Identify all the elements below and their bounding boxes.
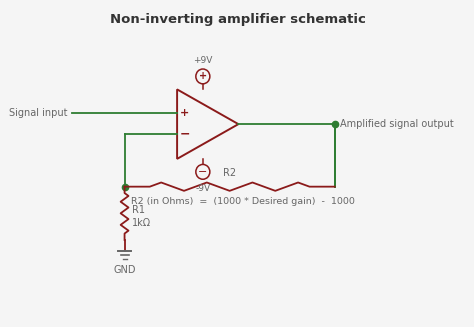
Text: Non-inverting amplifier schematic: Non-inverting amplifier schematic: [110, 13, 366, 26]
Text: 1kΩ: 1kΩ: [132, 217, 151, 228]
Text: R1: R1: [132, 205, 145, 215]
Text: GND: GND: [113, 266, 136, 275]
Text: +: +: [199, 71, 207, 81]
Text: Amplified signal output: Amplified signal output: [340, 119, 454, 129]
Text: −: −: [198, 167, 208, 177]
Text: −: −: [179, 128, 190, 141]
Text: Signal input: Signal input: [9, 108, 68, 117]
Text: R2 (in Ohms)  =  (1000 * Desired gain)  -  1000: R2 (in Ohms) = (1000 * Desired gain) - 1…: [131, 197, 355, 206]
Text: -9V: -9V: [195, 184, 210, 193]
Text: +: +: [180, 108, 189, 117]
Text: R2: R2: [223, 168, 236, 178]
Text: +9V: +9V: [193, 56, 212, 65]
